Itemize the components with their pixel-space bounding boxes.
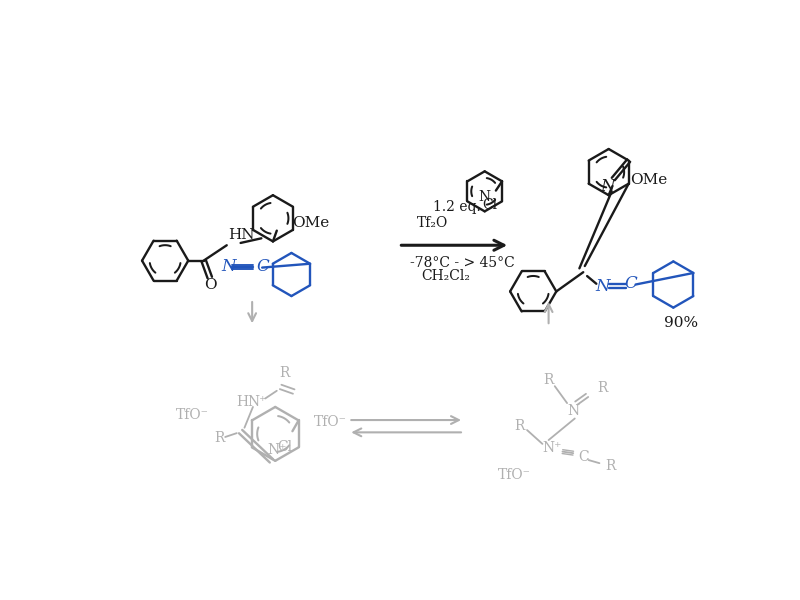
Text: HN: HN: [228, 228, 254, 242]
Text: N: N: [222, 259, 236, 275]
Text: R: R: [279, 366, 290, 380]
Text: CH₂Cl₂: CH₂Cl₂: [422, 269, 470, 283]
Text: TfO⁻: TfO⁻: [176, 407, 210, 422]
Text: R: R: [214, 431, 224, 445]
Text: N: N: [595, 278, 610, 295]
Text: C: C: [256, 259, 269, 275]
Text: OMe: OMe: [292, 216, 330, 230]
Text: 1.2 eq.: 1.2 eq.: [433, 200, 481, 214]
Text: R: R: [605, 459, 615, 473]
Text: N: N: [600, 178, 614, 195]
Text: C: C: [624, 275, 637, 292]
Text: Cl: Cl: [482, 198, 498, 212]
Text: R: R: [514, 419, 525, 433]
Text: R: R: [598, 380, 608, 395]
Text: TfO⁻: TfO⁻: [314, 415, 347, 430]
Text: C: C: [578, 450, 590, 464]
Text: N: N: [478, 190, 490, 203]
Text: Tf₂O: Tf₂O: [417, 216, 448, 230]
Text: 90%: 90%: [664, 316, 698, 330]
Text: Cl: Cl: [277, 440, 292, 454]
Text: -78°C - > 45°C: -78°C - > 45°C: [410, 256, 514, 270]
Text: N⁺: N⁺: [248, 395, 267, 409]
Text: OMe: OMe: [630, 173, 667, 187]
Text: H: H: [236, 395, 248, 409]
Text: N⁺: N⁺: [267, 443, 286, 457]
Text: TfO⁻: TfO⁻: [498, 468, 531, 482]
Text: R: R: [543, 373, 554, 387]
Text: N⁺: N⁺: [542, 441, 562, 455]
Text: O: O: [204, 278, 217, 292]
Text: N: N: [567, 404, 579, 418]
